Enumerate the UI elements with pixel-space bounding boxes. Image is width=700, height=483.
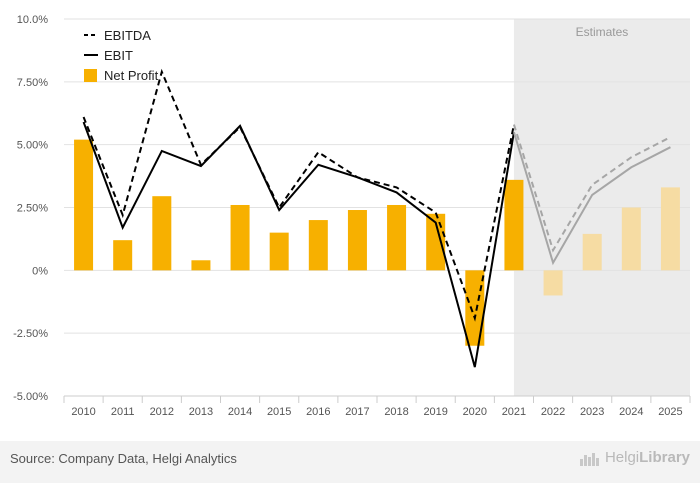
y-tick-label: 0% [32, 265, 48, 277]
y-tick-label: 7.50% [17, 77, 48, 89]
x-tick-label: 2010 [71, 406, 95, 418]
x-tick-label: 2011 [111, 406, 135, 418]
net-profit-bar-2016 [308, 220, 328, 271]
lines [82, 68, 671, 368]
x-tick-label: 2021 [502, 406, 526, 418]
legend-net-profit-label: Net Profit [104, 68, 159, 83]
source-text: Source: Company Data, Helgi Analytics [10, 451, 237, 466]
brand-logo: Helgi Library [579, 449, 690, 466]
net-profit-bar-2023 [582, 233, 602, 271]
x-tick-label: 2013 [189, 406, 213, 418]
x-tick-label: 2020 [463, 406, 487, 418]
ebitda-estimate-line [512, 124, 671, 253]
net-profit-bar-2017 [347, 210, 367, 271]
legend-net-profit-swatch [84, 69, 97, 82]
y-tick-label: -5.00% [13, 391, 48, 403]
net-profit-bar-2024 [621, 207, 641, 271]
net-profit-bar-2014 [230, 204, 250, 271]
y-tick-label: 10.0% [17, 14, 48, 26]
x-tick-label: 2025 [658, 406, 682, 418]
net-profit-bar-2015 [269, 232, 289, 271]
net-profit-bar-2012 [152, 196, 172, 271]
net-profit-bar-2022 [543, 270, 563, 296]
x-tick-label: 2014 [228, 406, 252, 418]
y-tick-label: -2.50% [13, 328, 48, 340]
net-profit-bar-2011 [113, 240, 133, 271]
x-tick-label: 2024 [619, 406, 643, 418]
net-profit-bar-2010 [74, 139, 94, 271]
ebitda-line [82, 68, 515, 322]
x-tick-label: 2017 [345, 406, 369, 418]
legend-ebitda-label: EBITDA [104, 28, 151, 43]
x-tick-label: 2015 [267, 406, 291, 418]
legend-ebit-label: EBIT [104, 48, 133, 63]
y-tick-label: 5.00% [17, 140, 48, 152]
y-axis: -5.00% -2.50% 0% 2.50% 5.00% 7.50% 10.0% [13, 14, 48, 403]
ebit-line [82, 121, 515, 368]
estimates-label: Estimates [576, 25, 629, 39]
x-axis: 2010 2011 2012 2013 2014 2015 2016 2017 2018 2019… [63, 395, 691, 418]
net-profit-bar-2018 [387, 204, 407, 271]
net-profit-bar-2020 [465, 270, 485, 346]
brand-name-light: Helgi [604, 449, 640, 466]
footer-bar [0, 441, 700, 483]
brand-name-bold: Library [639, 449, 690, 466]
legend: EBITDA EBIT Net Profit [84, 28, 159, 83]
chart: Estimates -5.00% -2.50% 0% 2.50% 5.00% 7.50% 1… [13, 14, 691, 418]
x-tick-label: 2016 [306, 406, 330, 418]
net-profit-bar-2025 [660, 187, 680, 271]
helgi-library-logo-icon [579, 450, 601, 466]
x-tick-label: 2023 [580, 406, 604, 418]
x-tick-label: 2012 [150, 406, 174, 418]
x-tick-label: 2019 [423, 406, 447, 418]
net-profit-bar-2013 [191, 260, 211, 271]
y-tick-label: 2.50% [17, 203, 48, 215]
ebit-estimate-line [512, 131, 671, 266]
x-tick-label: 2022 [541, 406, 565, 418]
net-profit-bar-2021 [504, 179, 524, 271]
x-tick-label: 2018 [384, 406, 408, 418]
